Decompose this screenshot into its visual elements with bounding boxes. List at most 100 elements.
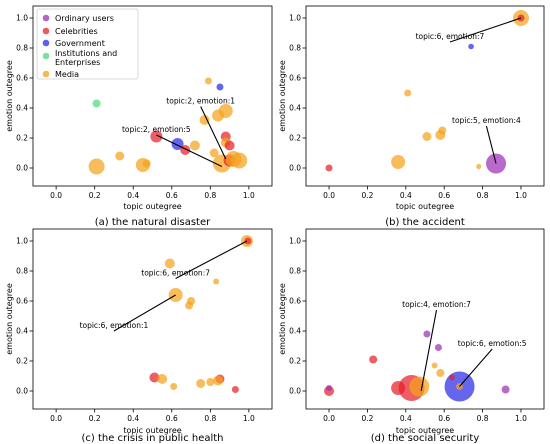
x-tick-label: 0.0 bbox=[323, 414, 335, 423]
x-axis-label-a: topic outegree bbox=[123, 202, 181, 211]
point-media bbox=[196, 379, 206, 388]
point-media bbox=[431, 362, 438, 369]
plot-area-d bbox=[305, 228, 545, 410]
x-tick-label: 0.4 bbox=[127, 414, 139, 423]
y-tick-label: 1.0 bbox=[289, 14, 301, 23]
points-a bbox=[88, 77, 248, 175]
x-tick-label: 0.8 bbox=[204, 414, 216, 423]
legend-label-government: Government bbox=[55, 39, 105, 48]
y-tick-label: 0.8 bbox=[289, 44, 301, 53]
point-media bbox=[170, 383, 178, 390]
caption-a: (a) the natural disaster bbox=[95, 217, 211, 228]
point-celebrities bbox=[224, 140, 235, 151]
x-tick-label: 0.4 bbox=[400, 414, 412, 423]
annotation-arrow bbox=[156, 134, 223, 167]
annotation-label: topic:6, emotion:1 bbox=[80, 321, 149, 330]
point-celebrities bbox=[150, 130, 163, 143]
annotations-a: topic:2, emotion:1 topic:2, emotion:5 bbox=[122, 97, 235, 167]
panel-a: topic:2, emotion:1 topic:2, emotion:5 0.0… bbox=[5, 5, 273, 228]
point-ordinary-users bbox=[326, 385, 333, 391]
x-tick-label: 0.8 bbox=[204, 191, 216, 200]
x-tick-label: 0.0 bbox=[323, 191, 335, 200]
y-tick-label: 1.0 bbox=[16, 237, 28, 246]
y-tick-label: 0.4 bbox=[289, 327, 301, 336]
x-tick-label: 1.0 bbox=[515, 414, 527, 423]
legend-marker-ordinary-users bbox=[42, 14, 50, 22]
x-tick-label: 0.6 bbox=[166, 414, 178, 423]
point-media bbox=[209, 148, 219, 158]
x-axis-label-c: topic outegree bbox=[123, 426, 181, 435]
y-tick-label: 0.4 bbox=[16, 104, 28, 113]
annotation-arrow bbox=[485, 125, 497, 164]
x-axis-label-d: topic outegree bbox=[396, 426, 454, 435]
y-tick-label: 0.0 bbox=[289, 164, 301, 173]
point-institutions-and-enterprises bbox=[92, 99, 101, 108]
y-tick-label: 0.6 bbox=[16, 297, 28, 306]
legend-marker-media bbox=[42, 70, 50, 78]
y-tick-label: 0.0 bbox=[16, 164, 28, 173]
point-media bbox=[404, 89, 412, 97]
point-media bbox=[391, 155, 406, 169]
point-celebrities bbox=[244, 237, 252, 245]
legend-marker-celebrities bbox=[42, 27, 50, 35]
y-axis-label-a: emotion outegree bbox=[5, 60, 14, 132]
caption-c: (c) the crisis in public health bbox=[81, 433, 223, 444]
x-tick-label: 0.6 bbox=[166, 191, 178, 200]
legend-label-celebrities: Celebrities bbox=[55, 27, 98, 36]
point-celebrities bbox=[448, 374, 455, 381]
point-media bbox=[231, 152, 248, 169]
point-media bbox=[164, 258, 175, 269]
point-media bbox=[142, 159, 151, 168]
x-tick-label: 0.2 bbox=[361, 191, 373, 200]
annotation-arrow bbox=[113, 294, 176, 332]
annotation-label: topic:2, emotion:1 bbox=[166, 97, 235, 106]
x-tick-label: 0.8 bbox=[477, 191, 489, 200]
legend-label-institutions-line2: Enterprises bbox=[55, 58, 100, 67]
x-ticks-a: 0.0 0.2 0.4 0.6 0.8 1.0 bbox=[50, 186, 255, 200]
x-tick-label: 0.0 bbox=[50, 191, 62, 200]
annotation-arrow bbox=[200, 106, 227, 160]
plot-area-c bbox=[32, 228, 273, 410]
x-tick-label: 0.8 bbox=[477, 414, 489, 423]
plot-area-b bbox=[305, 5, 545, 187]
x-tick-label: 0.6 bbox=[438, 191, 450, 200]
y-ticks-c: 0.0 0.2 0.4 0.6 0.8 1.0 bbox=[16, 237, 33, 396]
y-tick-label: 0.2 bbox=[16, 357, 28, 366]
x-tick-label: 1.0 bbox=[243, 414, 255, 423]
caption-b: (b) the accident bbox=[385, 217, 465, 228]
y-tick-label: 0.6 bbox=[16, 74, 28, 83]
legend: Ordinary users Celebrities Government In… bbox=[36, 8, 139, 80]
point-ordinary-users bbox=[434, 344, 442, 351]
point-government bbox=[216, 83, 224, 91]
y-axis-label-b: emotion outegree bbox=[278, 60, 287, 132]
legend-label-media: Media bbox=[55, 70, 79, 79]
y-tick-label: 0.0 bbox=[16, 387, 28, 396]
annotation-arrow bbox=[449, 17, 522, 43]
annotations-d: topic:4, emotion:7 topic:6, emotion:5 bbox=[402, 300, 527, 392]
x-ticks-d: 0.0 0.2 0.4 0.6 0.8 1.0 bbox=[323, 409, 527, 423]
y-tick-label: 0.6 bbox=[289, 297, 301, 306]
annotation-label: topic:2, emotion:5 bbox=[122, 125, 191, 134]
panel-d: topic:4, emotion:7 topic:6, emotion:5 0.0… bbox=[278, 228, 545, 444]
point-media bbox=[436, 369, 445, 377]
y-ticks-b: 0.0 0.2 0.4 0.6 0.8 1.0 bbox=[289, 14, 306, 173]
panel-c: topic:6, emotion:7 topic:6, emotion:1 0.0… bbox=[5, 228, 273, 444]
x-tick-label: 1.0 bbox=[515, 191, 527, 200]
y-ticks-a: 0.0 0.2 0.4 0.6 0.8 1.0 bbox=[16, 14, 33, 173]
annotation-label: topic:6, emotion:7 bbox=[141, 269, 210, 278]
point-celebrities bbox=[325, 164, 333, 172]
annotation-arrow bbox=[175, 240, 248, 279]
point-government bbox=[468, 43, 474, 50]
y-tick-label: 0.6 bbox=[289, 74, 301, 83]
y-tick-label: 1.0 bbox=[16, 14, 28, 23]
y-tick-label: 1.0 bbox=[289, 237, 301, 246]
point-media bbox=[157, 374, 168, 384]
annotation-label: topic:6, emotion:5 bbox=[458, 339, 527, 348]
point-celebrities bbox=[231, 386, 239, 393]
legend-label-institutions-line1: Institutions and bbox=[55, 49, 117, 58]
point-media bbox=[213, 375, 224, 386]
y-axis-label-d: emotion outegree bbox=[278, 283, 287, 355]
y-tick-label: 0.2 bbox=[289, 357, 301, 366]
annotations-b: topic:6, emotion:7 topic:5, emotion:4 bbox=[416, 17, 522, 164]
